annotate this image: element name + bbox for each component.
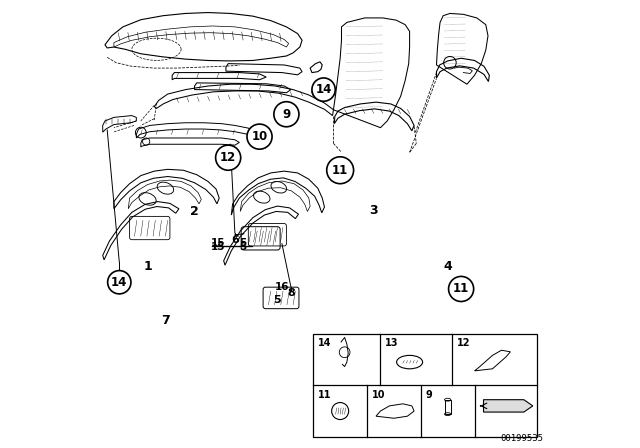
Circle shape [274, 102, 299, 127]
Text: 9: 9 [282, 108, 291, 121]
Text: 4: 4 [444, 260, 452, 273]
Text: 7: 7 [161, 314, 170, 327]
Text: 15: 15 [211, 242, 225, 252]
Text: 16: 16 [275, 282, 289, 292]
Text: 10: 10 [252, 130, 268, 143]
Circle shape [449, 276, 474, 302]
Text: 15: 15 [211, 238, 225, 248]
Text: 5: 5 [239, 238, 246, 248]
Text: 5: 5 [274, 295, 281, 305]
Text: 1: 1 [143, 260, 152, 273]
Text: 6: 6 [231, 235, 239, 245]
Text: 3: 3 [369, 204, 378, 217]
Text: 14: 14 [317, 338, 332, 348]
Text: 2: 2 [190, 205, 199, 218]
Bar [314, 334, 538, 437]
Text: 8: 8 [287, 289, 295, 298]
Text: 9: 9 [425, 390, 432, 400]
Text: 13: 13 [385, 338, 399, 348]
Text: 10: 10 [371, 390, 385, 400]
Text: 11: 11 [453, 282, 469, 296]
Text: 11: 11 [332, 164, 348, 177]
Text: 14: 14 [316, 83, 332, 96]
Text: 11: 11 [317, 390, 332, 400]
Text: 00199535: 00199535 [500, 434, 543, 443]
Circle shape [312, 78, 335, 101]
Text: 14: 14 [111, 276, 127, 289]
Circle shape [108, 271, 131, 294]
Text: 12: 12 [457, 338, 470, 348]
Text: 5: 5 [239, 242, 246, 252]
Polygon shape [484, 400, 533, 412]
Text: 12: 12 [220, 151, 236, 164]
Circle shape [216, 145, 241, 170]
Circle shape [247, 124, 272, 149]
Circle shape [327, 157, 354, 184]
